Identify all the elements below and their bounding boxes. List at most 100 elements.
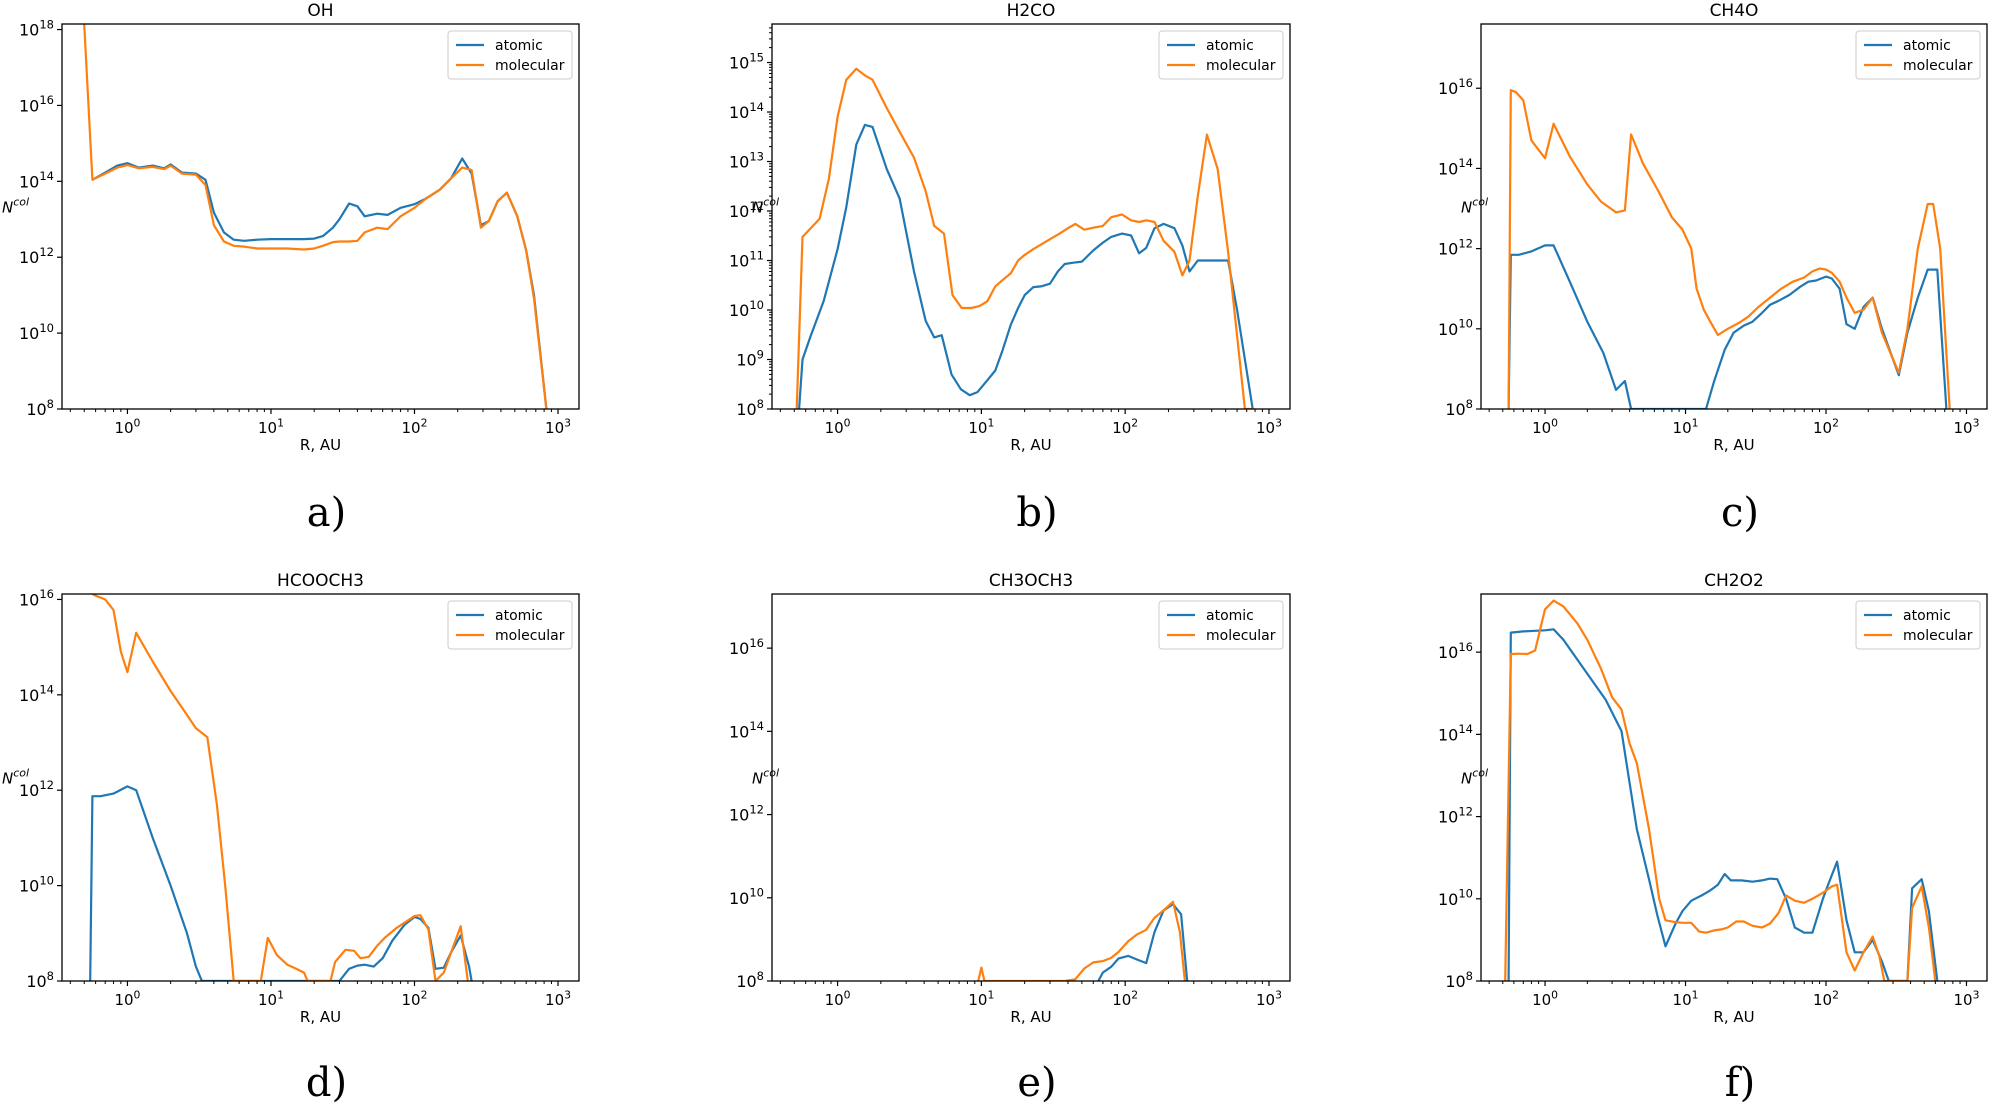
series-line-atomic [91, 157, 548, 409]
legend-label-atomic: atomic [495, 608, 543, 624]
legend-box [1158, 30, 1284, 80]
y-tick-label: 1016 [729, 636, 764, 658]
axes-frame [771, 23, 1291, 410]
x-tick-label: 103 [1953, 988, 1979, 1009]
x-axis-label: R, AU [300, 1008, 341, 1026]
x-tick-label: 100 [825, 988, 851, 1009]
x-tick-label: 101 [258, 416, 284, 437]
x-tick-label: 102 [1813, 988, 1839, 1009]
y-tick-label: 1012 [1438, 804, 1473, 826]
legend: atomic molecular [447, 600, 573, 650]
y-tick-label: 1012 [1438, 236, 1473, 258]
plot-area [977, 900, 1189, 981]
series-line-molecular [1507, 88, 1951, 409]
legend-label-atomic: atomic [1206, 608, 1254, 624]
chart-panel-ch3och3: CH3OCH3 100 101 102 103 108 1010 1012 1014 1016 Nc… [729, 571, 1291, 1105]
y-tick-label: 1010 [729, 886, 764, 908]
legend-label-atomic: atomic [495, 38, 543, 54]
chart-panel-ch4o: CH4O 100 101 102 103 108 1010 1012 1014 1016 Ncol R… [1438, 1, 1988, 536]
y-tick-label: 1014 [1438, 156, 1473, 178]
y-tick-label: 1016 [19, 587, 54, 609]
series-line-molecular [91, 594, 469, 981]
y-tick-label: 1010 [19, 321, 54, 343]
chart-title: HCOOCH3 [277, 571, 364, 591]
series-line-molecular [977, 900, 1186, 981]
y-tick-label: 1011 [729, 248, 764, 270]
x-tick-label: 101 [258, 988, 284, 1009]
legend-label-atomic: atomic [1903, 38, 1951, 54]
legend-box [447, 600, 573, 650]
y-tick-label: 1014 [1438, 722, 1473, 744]
legend-label-molecular: molecular [1903, 58, 1973, 74]
legend: atomic molecular [1855, 30, 1981, 80]
x-tick-label: 102 [402, 416, 428, 437]
x-tick-label: 100 [114, 988, 140, 1009]
y-tick-label: 1010 [1438, 887, 1473, 909]
panel-label: b) [1016, 490, 1057, 536]
y-tick-label: 1014 [19, 683, 54, 705]
x-tick-label: 101 [968, 416, 994, 437]
series-line-molecular [1504, 599, 1937, 981]
plot-area [795, 67, 1255, 409]
legend-label-atomic: atomic [1206, 38, 1254, 54]
legend-box [1158, 600, 1284, 650]
x-axis-label: R, AU [1010, 1008, 1051, 1026]
y-tick-label: 1014 [19, 169, 54, 191]
y-tick-label: 1010 [729, 298, 764, 320]
y-tick-label: 1016 [19, 93, 54, 115]
x-axis-label: R, AU [1010, 436, 1051, 454]
y-tick-label: 109 [736, 347, 764, 369]
y-axis-label: Ncol [1461, 767, 1488, 788]
y-tick-label: 1018 [19, 17, 54, 39]
x-tick-label: 102 [1112, 988, 1138, 1009]
chart-panel-ch2o2: CH2O2 100 101 102 103 108 1010 1012 1014 1016 Ncol… [1438, 571, 1988, 1105]
legend-box [447, 30, 573, 80]
x-tick-label: 101 [1673, 988, 1699, 1009]
x-tick-label: 102 [1813, 416, 1839, 437]
legend-label-molecular: molecular [495, 58, 565, 74]
legend: atomic molecular [1158, 600, 1284, 650]
x-axis-label: R, AU [300, 436, 341, 454]
panel-label: a) [307, 490, 346, 536]
panel-label: d) [306, 1060, 347, 1105]
y-tick-label: 108 [26, 969, 54, 991]
chart-panel-hcooch3: HCOOCH3 100 101 102 103 108 1010 1012 1014 1016 Nc… [2, 571, 580, 1105]
y-tick-label: 1013 [729, 149, 764, 171]
legend-box [1855, 600, 1981, 650]
chart-title: OH [307, 1, 333, 21]
panel-label: c) [1721, 490, 1759, 536]
y-axis-label: Ncol [752, 196, 779, 217]
series-line-atomic [1097, 903, 1189, 981]
plot-area [89, 594, 473, 981]
legend-label-molecular: molecular [1206, 628, 1276, 644]
legend: atomic molecular [1855, 600, 1981, 650]
axes-frame [771, 593, 1291, 982]
panel-label: f) [1725, 1060, 1755, 1105]
x-tick-label: 101 [1673, 416, 1699, 437]
x-tick-label: 103 [1256, 988, 1282, 1009]
legend-label-molecular: molecular [495, 628, 565, 644]
series-line-atomic [798, 123, 1254, 409]
axes-frame [1480, 23, 1988, 410]
x-axis-label: R, AU [1713, 436, 1754, 454]
x-tick-label: 100 [1532, 988, 1558, 1009]
y-tick-label: 1014 [729, 100, 764, 122]
y-axis-label: Ncol [2, 767, 29, 788]
legend-box [1855, 30, 1981, 80]
chart-panel-h2co: H2CO 100 101 102 103 108 109 1010 1011 1012 1013 10… [729, 1, 1291, 536]
x-tick-label: 100 [114, 416, 140, 437]
x-tick-label: 103 [545, 988, 571, 1009]
plot-area [1504, 599, 1939, 981]
x-tick-label: 102 [1112, 416, 1138, 437]
y-tick-label: 1016 [1438, 76, 1473, 98]
x-tick-label: 101 [968, 988, 994, 1009]
series-line-molecular [795, 67, 1255, 409]
x-tick-label: 103 [545, 416, 571, 437]
y-tick-label: 108 [1445, 397, 1473, 419]
x-tick-label: 100 [825, 416, 851, 437]
y-tick-label: 108 [736, 397, 764, 419]
x-tick-label: 102 [402, 988, 428, 1009]
legend-label-molecular: molecular [1903, 628, 1973, 644]
y-axis-label: Ncol [2, 196, 29, 217]
